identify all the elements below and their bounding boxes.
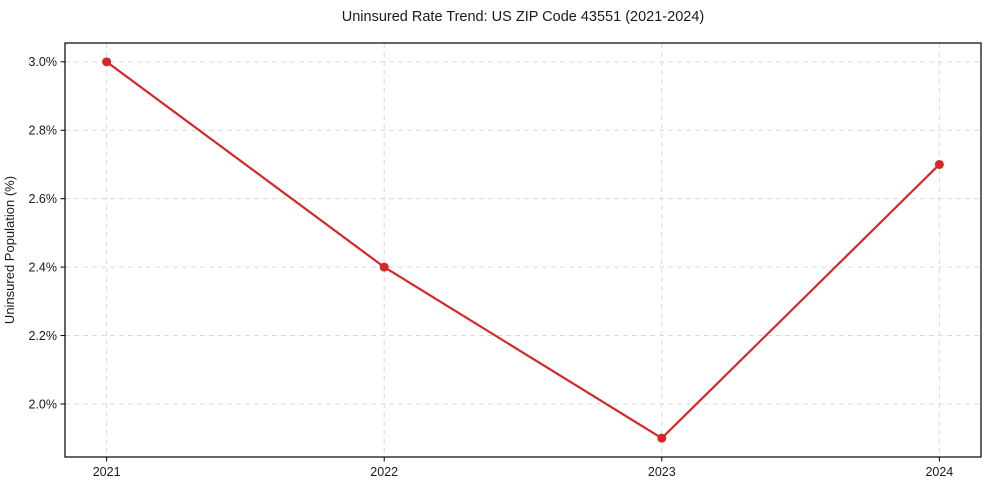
plot-border	[64, 42, 982, 458]
y-tick-label: 3.0%	[29, 55, 58, 69]
trend-line	[105, 60, 941, 440]
y-tick-label: 2.0%	[29, 397, 58, 411]
axes-ticks: 2.0% 2.2% 2.4% 2.6% 2.8% 3.0% 2021 2022 2023 2024	[29, 55, 954, 479]
data-series	[102, 57, 944, 443]
y-tick-label: 2.8%	[29, 124, 58, 138]
y-axis-label: Uninsured Population (%)	[2, 176, 17, 324]
y-tick-label: 2.4%	[29, 260, 58, 274]
data-point-marker	[934, 159, 944, 169]
y-tick-label: 2.6%	[29, 192, 58, 206]
x-tick-label: 2024	[925, 465, 953, 479]
y-tick-label: 2.2%	[29, 329, 58, 343]
chart-title: Uninsured Rate Trend: US ZIP Code 43551 …	[342, 9, 704, 25]
x-tick-label: 2023	[648, 465, 676, 479]
gridlines	[65, 43, 981, 457]
x-tick-label: 2022	[370, 465, 398, 479]
data-point-marker	[379, 262, 389, 272]
x-tick-label: 2021	[93, 465, 121, 479]
data-point-marker	[657, 433, 667, 443]
data-point-marker	[102, 57, 112, 67]
